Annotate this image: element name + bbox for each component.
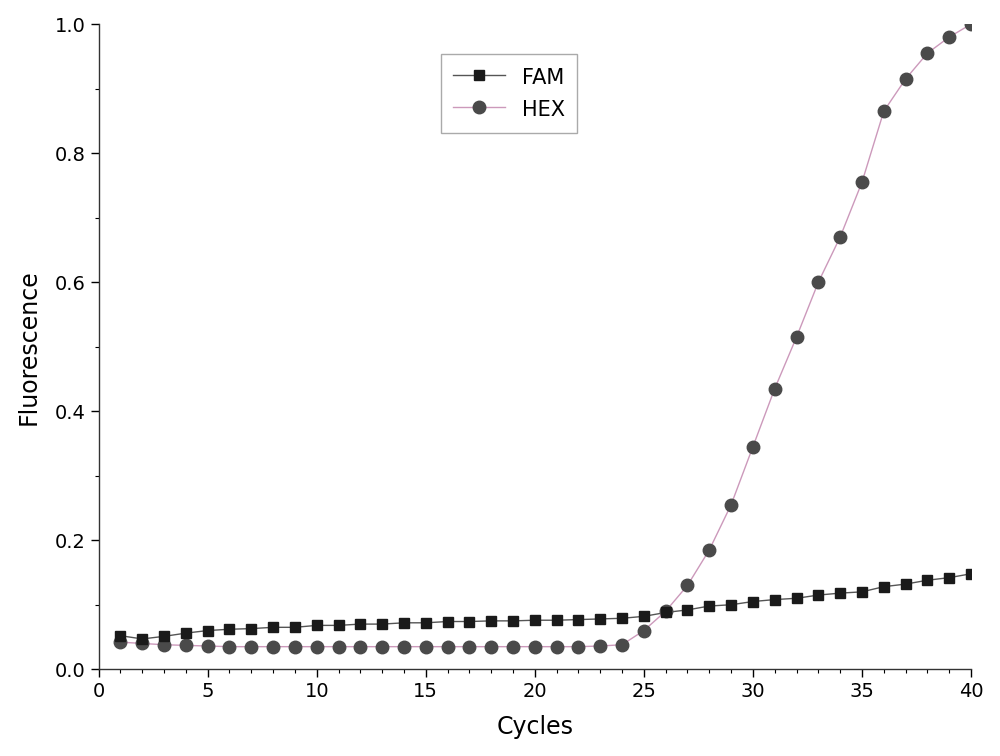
FAM [202,626,214,635]
HEX [398,642,410,651]
HEX [660,606,672,615]
HEX [180,641,192,650]
FAM [376,620,388,629]
FAM [856,587,868,596]
Line: HEX: HEX [114,18,977,653]
HEX [158,640,170,649]
FAM [681,606,693,615]
HEX [463,642,475,651]
HEX [856,178,868,187]
FAM [834,589,846,598]
HEX [223,642,235,651]
HEX [311,642,323,651]
X-axis label: Cycles: Cycles [496,715,573,739]
FAM [572,615,584,624]
FAM [333,621,345,630]
FAM [180,628,192,637]
HEX [638,626,650,635]
HEX [136,639,148,648]
HEX [354,642,366,651]
FAM [638,612,650,621]
FAM [463,617,475,626]
FAM [267,623,279,632]
FAM [136,634,148,643]
HEX [376,642,388,651]
FAM [223,624,235,634]
FAM [114,631,126,640]
FAM [594,615,606,624]
HEX [551,642,563,651]
Line: FAM: FAM [116,569,976,644]
FAM [289,623,301,632]
HEX [943,33,955,42]
FAM [747,597,759,606]
HEX [681,581,693,590]
HEX [529,642,541,651]
HEX [878,107,890,116]
HEX [442,642,454,651]
Y-axis label: Fluorescence: Fluorescence [17,269,41,425]
HEX [769,384,781,393]
FAM [551,615,563,624]
HEX [921,48,933,57]
FAM [485,616,497,625]
HEX [965,20,977,29]
FAM [660,608,672,617]
FAM [529,615,541,624]
FAM [812,590,824,600]
HEX [202,642,214,651]
HEX [725,500,737,510]
FAM [420,618,432,627]
HEX [747,442,759,451]
HEX [114,637,126,646]
FAM [791,593,803,603]
FAM [725,600,737,609]
FAM [900,580,912,589]
HEX [485,642,497,651]
HEX [507,642,519,651]
FAM [616,614,628,623]
HEX [572,642,584,651]
FAM [311,621,323,630]
HEX [616,640,628,649]
HEX [703,545,715,554]
HEX [333,642,345,651]
HEX [420,642,432,651]
FAM [158,632,170,641]
FAM [921,575,933,584]
FAM [442,617,454,626]
FAM [965,569,977,578]
FAM [703,602,715,611]
FAM [769,595,781,604]
HEX [245,642,257,651]
HEX [289,642,301,651]
FAM [398,618,410,627]
HEX [834,233,846,242]
HEX [267,642,279,651]
FAM [245,624,257,633]
HEX [791,333,803,342]
FAM [507,616,519,625]
HEX [594,642,606,651]
FAM [943,573,955,582]
Legend: FAM, HEX: FAM, HEX [441,54,577,133]
HEX [812,277,824,287]
FAM [354,620,366,629]
FAM [878,582,890,591]
HEX [900,74,912,83]
